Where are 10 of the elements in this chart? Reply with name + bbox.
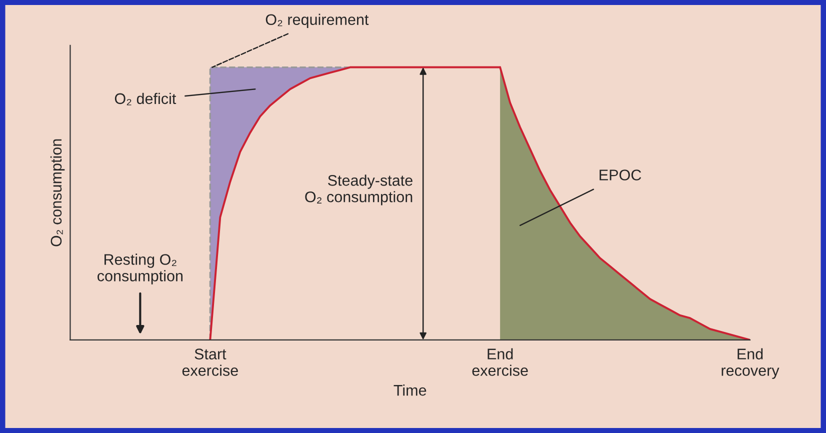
annotation: EPOC (600, 170, 642, 180)
annotation: Steady-state O₂ consumption (305, 174, 412, 206)
annotation: O₂ deficit (114, 92, 176, 106)
x-axis-title: Time (394, 384, 426, 396)
text: O₂ requirement (266, 14, 369, 28)
x-tick-label: Start exercise (182, 348, 238, 376)
y-axis-title: O₂ consumption (50, 139, 65, 246)
x-tick-label: End exercise (472, 348, 528, 376)
x-tick-label: End recovery (722, 348, 780, 379)
annotation: Resting O₂ consumption (98, 254, 183, 284)
